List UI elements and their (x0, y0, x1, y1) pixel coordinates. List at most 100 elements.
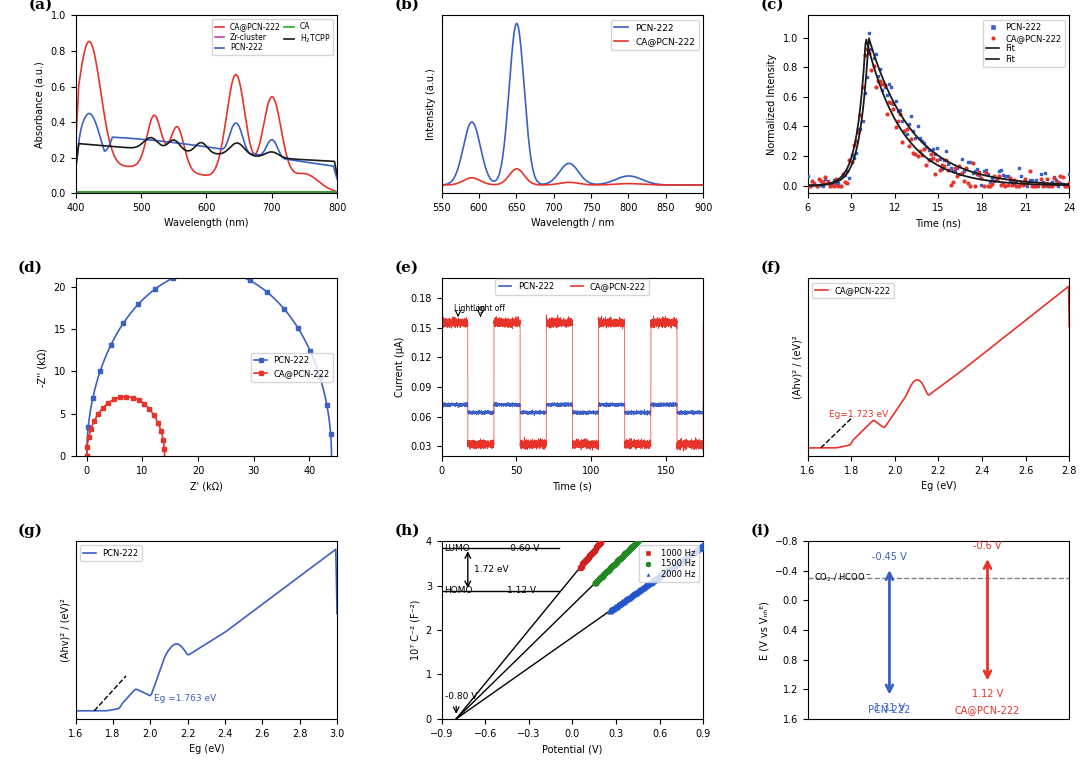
Point (675, 553, 692, 565)
Point (1056, 179, 1074, 192)
Point (670, 557, 687, 569)
Point (1048, 178, 1065, 190)
Point (633, 582, 650, 594)
Point (893, 136, 910, 148)
Point (640, 577, 658, 590)
Point (891, 108, 908, 121)
Text: -0.45 V: -0.45 V (872, 552, 907, 562)
Point (573, 560, 591, 572)
Point (973, 179, 990, 191)
Point (944, 176, 961, 189)
Point (1058, 179, 1076, 192)
Y-axis label: -Z'' (kΩ): -Z'' (kΩ) (38, 348, 48, 386)
Point (589, 574, 606, 587)
Point (596, 567, 613, 579)
Point (1030, 178, 1048, 190)
Point (674, 553, 691, 566)
Y-axis label: E (V vs Vₙₕᴱ): E (V vs Vₙₕᴱ) (759, 601, 769, 659)
Point (1010, 162, 1027, 174)
Point (617, 547, 634, 560)
Point (841, 172, 859, 185)
Point (581, 550, 598, 562)
Point (948, 169, 966, 182)
Point (660, 564, 677, 576)
Point (806, 178, 823, 190)
Point (619, 593, 636, 605)
Text: (c): (c) (760, 0, 784, 12)
Point (596, 568, 613, 581)
Point (615, 596, 632, 608)
Point (661, 563, 678, 575)
Point (961, 156, 978, 169)
Point (656, 566, 673, 578)
Point (612, 552, 630, 564)
Point (882, 80, 900, 93)
Point (629, 536, 646, 549)
Point (659, 564, 676, 577)
Point (931, 152, 948, 165)
Point (1050, 175, 1067, 188)
Point (891, 104, 908, 116)
Point (843, 149, 861, 162)
Point (801, 179, 819, 192)
Point (629, 586, 646, 598)
Point (874, 83, 891, 96)
Point (666, 559, 684, 571)
Point (903, 110, 920, 122)
Point (690, 542, 707, 554)
Point (592, 571, 609, 584)
Point (812, 175, 829, 187)
Point (619, 592, 636, 604)
Point (616, 548, 633, 560)
Point (611, 553, 629, 565)
Point (1043, 175, 1061, 188)
Point (836, 175, 853, 188)
Point (969, 163, 986, 175)
Point (662, 562, 679, 574)
Point (1061, 168, 1078, 180)
Point (937, 155, 955, 167)
Point (633, 583, 650, 595)
Point (1043, 179, 1061, 192)
Point (850, 123, 867, 135)
Point (685, 546, 702, 558)
Point (863, 43, 880, 55)
Point (578, 553, 595, 565)
Point (963, 156, 981, 169)
Y-axis label: Current (μA): Current (μA) (395, 337, 405, 397)
Point (918, 158, 935, 171)
Point (585, 544, 603, 557)
Point (603, 604, 620, 616)
X-axis label: Time (ns): Time (ns) (916, 218, 961, 228)
Point (686, 545, 703, 557)
Point (872, 63, 889, 75)
Legend: PCN-222, CA@PCN-222: PCN-222, CA@PCN-222 (496, 279, 649, 295)
Point (984, 178, 1001, 190)
Point (689, 543, 706, 555)
Point (575, 557, 592, 570)
Point (692, 541, 710, 553)
Point (588, 541, 605, 553)
Point (1039, 179, 1056, 192)
Point (673, 554, 690, 567)
Point (592, 572, 609, 584)
Point (804, 175, 821, 187)
Point (664, 560, 681, 573)
Point (632, 584, 649, 596)
Point (623, 589, 640, 601)
Point (940, 158, 957, 170)
Point (940, 163, 957, 175)
Y-axis label: Normalized Intensity: Normalized Intensity (767, 53, 778, 155)
Point (897, 123, 915, 135)
Point (693, 540, 711, 552)
Y-axis label: 10⁷ C⁻² (F⁻²): 10⁷ C⁻² (F⁻²) (410, 600, 420, 660)
Point (653, 568, 671, 581)
Point (984, 172, 1001, 184)
Point (1005, 179, 1023, 191)
Point (654, 567, 672, 580)
Point (969, 168, 986, 180)
Point (971, 166, 988, 179)
Point (599, 564, 617, 577)
Text: (d): (d) (18, 261, 43, 275)
Point (819, 175, 836, 188)
